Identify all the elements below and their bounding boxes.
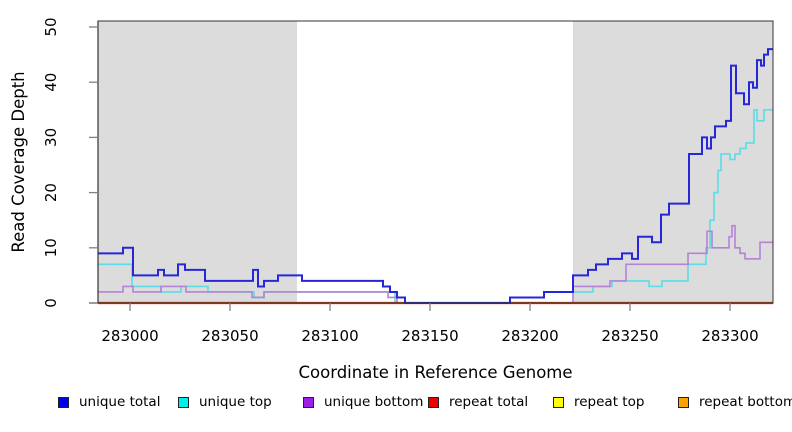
series-unique-bottom: [98, 224, 773, 304]
y-tick-label: 0: [42, 298, 60, 308]
series-unique-total: [98, 48, 773, 304]
x-tick-label: 283050: [201, 327, 258, 345]
y-tick-label: 30: [42, 128, 60, 147]
y-tick-label: 10: [42, 238, 60, 257]
y-axis-title: Read Coverage Depth: [9, 71, 28, 253]
x-tick-label: 283300: [701, 327, 758, 345]
x-axis-title: Coordinate in Reference Genome: [298, 363, 573, 382]
y-tick-label: 40: [42, 73, 60, 92]
y-tick-label: 20: [42, 183, 60, 202]
x-tick-label: 283100: [301, 327, 358, 345]
shaded-region: [573, 21, 773, 303]
x-tick-label: 283150: [401, 327, 458, 345]
x-tick-label: 283000: [101, 327, 158, 345]
x-tick-label: 283250: [601, 327, 658, 345]
shaded-region: [98, 21, 297, 303]
y-tick-label: 50: [42, 17, 60, 36]
x-tick-label: 283200: [501, 327, 558, 345]
